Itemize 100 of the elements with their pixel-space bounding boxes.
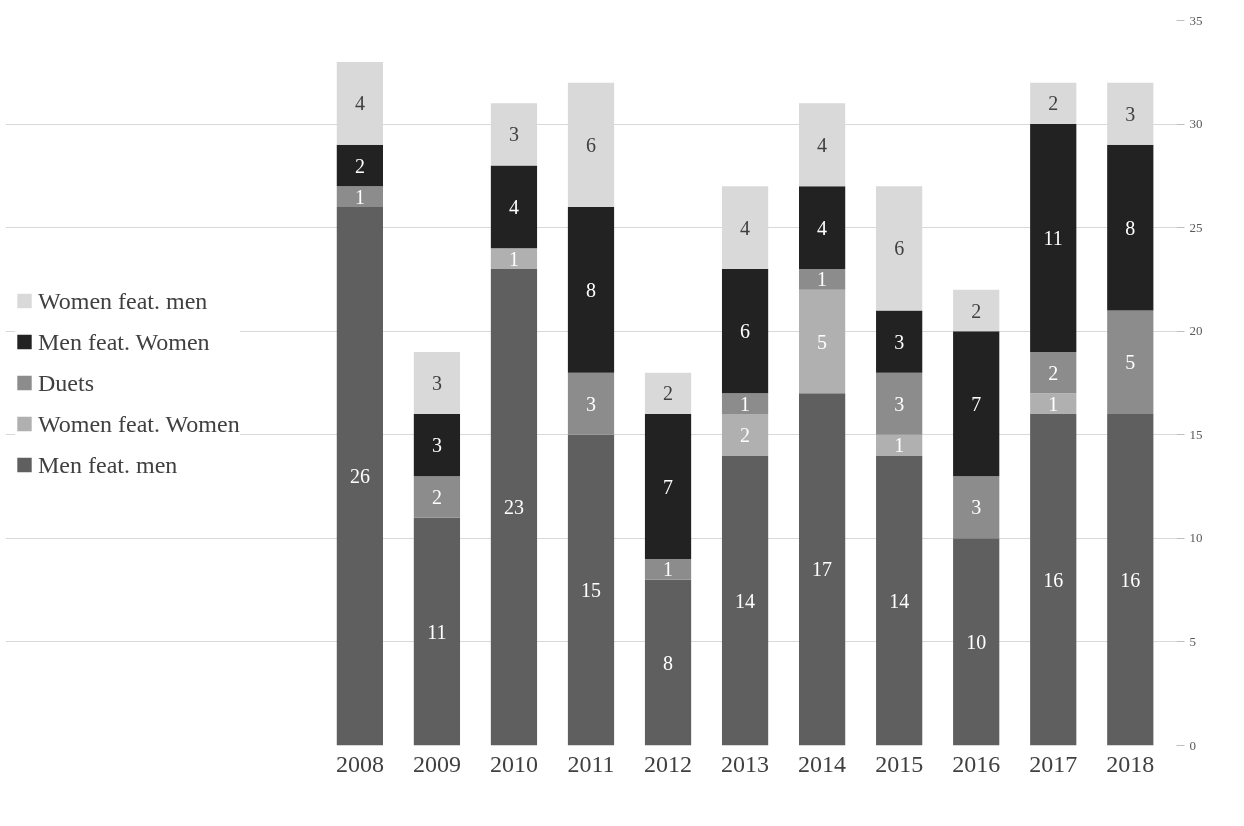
bar	[721, 393, 769, 415]
legend-label: Women feat. men	[38, 287, 208, 314]
bar	[490, 269, 538, 746]
data-label: 16	[1120, 568, 1141, 591]
bar	[1107, 414, 1154, 746]
bar	[490, 248, 538, 270]
bar	[413, 476, 461, 518]
bar	[490, 165, 538, 249]
bar	[567, 434, 615, 746]
bar	[953, 476, 1000, 539]
bar	[1030, 124, 1077, 352]
bar	[953, 538, 1000, 746]
bar	[953, 289, 1000, 332]
data-label: 2	[431, 485, 442, 508]
data-label: 17	[812, 558, 833, 581]
data-label: 5	[817, 330, 828, 353]
data-label: 3	[586, 392, 596, 415]
data-label: 1	[354, 185, 365, 208]
data-label: 14	[735, 589, 756, 612]
bar	[799, 269, 846, 290]
data-label: 5	[1125, 351, 1136, 374]
data-label: 11	[427, 620, 447, 643]
bar	[721, 186, 769, 270]
y-tick-label: 10	[1189, 530, 1203, 546]
data-label: 6	[586, 133, 596, 156]
data-label: 1	[663, 558, 674, 581]
bar	[1107, 310, 1154, 415]
bar	[721, 455, 769, 746]
bar	[1030, 414, 1077, 746]
data-label: 4	[354, 92, 365, 115]
data-label: 3	[971, 496, 982, 519]
data-label: 3	[508, 123, 519, 146]
data-label: 4	[740, 216, 751, 239]
bar	[721, 414, 769, 456]
bar	[567, 372, 615, 435]
bar	[644, 579, 692, 746]
x-tick-label: 2008	[335, 750, 384, 777]
bar	[413, 351, 461, 415]
data-label: 4	[508, 195, 519, 218]
x-tick-label: 2016	[952, 750, 1001, 777]
data-label: 23	[503, 496, 524, 519]
x-tick-label: 2018	[1106, 750, 1155, 777]
legend-label: Men feat. Women	[38, 328, 210, 355]
x-tick-label: 2015	[875, 750, 924, 777]
y-tick-label: 25	[1189, 219, 1203, 235]
bar	[876, 434, 923, 456]
bar	[336, 144, 383, 187]
data-label: 15	[581, 579, 601, 602]
bar	[953, 331, 1000, 477]
data-label: 7	[971, 392, 982, 415]
data-label: 14	[889, 589, 910, 612]
data-label: 3	[894, 392, 905, 415]
bar	[413, 414, 461, 477]
data-label: 2	[1048, 92, 1059, 115]
legend-label: Duets	[38, 369, 94, 396]
data-label: 6	[740, 320, 751, 343]
data-label: 3	[1125, 102, 1136, 125]
y-tick-label: 15	[1189, 426, 1203, 442]
data-label: 11	[1043, 227, 1063, 249]
legend-label: Men feat. men	[38, 451, 178, 478]
data-label: 1	[817, 268, 828, 291]
data-label: 2	[971, 299, 982, 322]
x-tick-label: 2014	[798, 750, 847, 777]
data-label: 4	[817, 216, 828, 239]
x-tick-label: 2017	[1029, 750, 1078, 777]
data-label: 4	[817, 133, 828, 156]
x-tick-label: 2009	[412, 750, 461, 777]
bar	[1030, 393, 1077, 415]
bar	[336, 206, 383, 746]
bar	[799, 393, 846, 746]
bar	[1030, 82, 1077, 125]
data-label: 8	[663, 651, 674, 674]
x-tick-label: 2011	[567, 750, 615, 777]
y-tick-label: 30	[1189, 116, 1203, 132]
bar	[876, 372, 923, 435]
y-tick-label: 35	[1189, 12, 1203, 28]
data-label: 1	[894, 434, 905, 457]
data-label: 1	[508, 247, 519, 270]
data-label: 26	[349, 465, 370, 488]
data-label: 8	[1125, 216, 1136, 239]
bar	[1107, 144, 1154, 311]
x-tick-label: 2013	[721, 750, 770, 777]
bar	[876, 310, 923, 373]
bar	[567, 206, 615, 373]
bar	[413, 517, 461, 746]
bar	[876, 186, 923, 311]
data-label: 2	[663, 382, 674, 405]
data-label: 6	[894, 237, 905, 260]
data-label: 1	[1048, 392, 1059, 415]
data-label: 3	[431, 372, 442, 394]
data-label: 7	[663, 475, 674, 498]
bar	[644, 414, 692, 560]
data-label: 16	[1043, 568, 1064, 591]
data-label: 2	[354, 154, 365, 177]
bar	[644, 559, 692, 580]
y-tick-label: 20	[1189, 323, 1203, 339]
y-tick-label: 0	[1189, 737, 1196, 753]
bar	[799, 289, 846, 394]
data-label: 3	[431, 434, 442, 457]
bar	[799, 186, 846, 270]
